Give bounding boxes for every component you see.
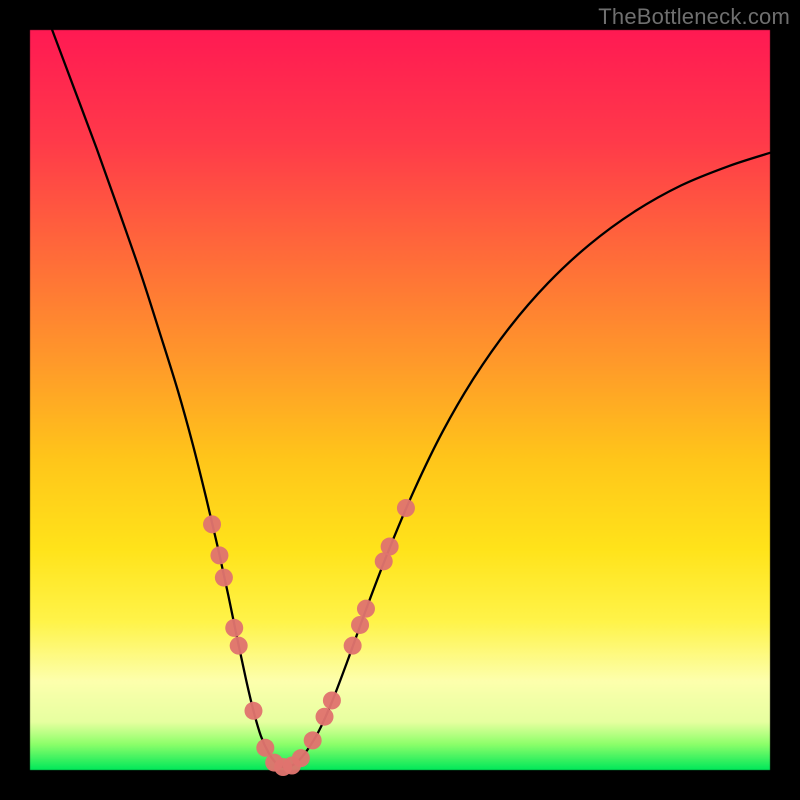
data-marker <box>304 731 322 749</box>
plot-svg <box>0 0 800 800</box>
data-marker <box>381 538 399 556</box>
data-marker <box>316 708 334 726</box>
data-marker <box>215 569 233 587</box>
data-marker <box>244 702 262 720</box>
data-marker <box>225 619 243 637</box>
data-marker <box>292 749 310 767</box>
data-marker <box>397 499 415 517</box>
data-marker <box>357 600 375 618</box>
data-marker <box>351 616 369 634</box>
data-marker <box>230 637 248 655</box>
data-marker <box>344 637 362 655</box>
chart-container: TheBottleneck.com <box>0 0 800 800</box>
data-marker <box>203 515 221 533</box>
marker-group <box>203 499 415 776</box>
bottleneck-curve <box>52 30 770 767</box>
data-marker <box>323 691 341 709</box>
data-marker <box>210 546 228 564</box>
